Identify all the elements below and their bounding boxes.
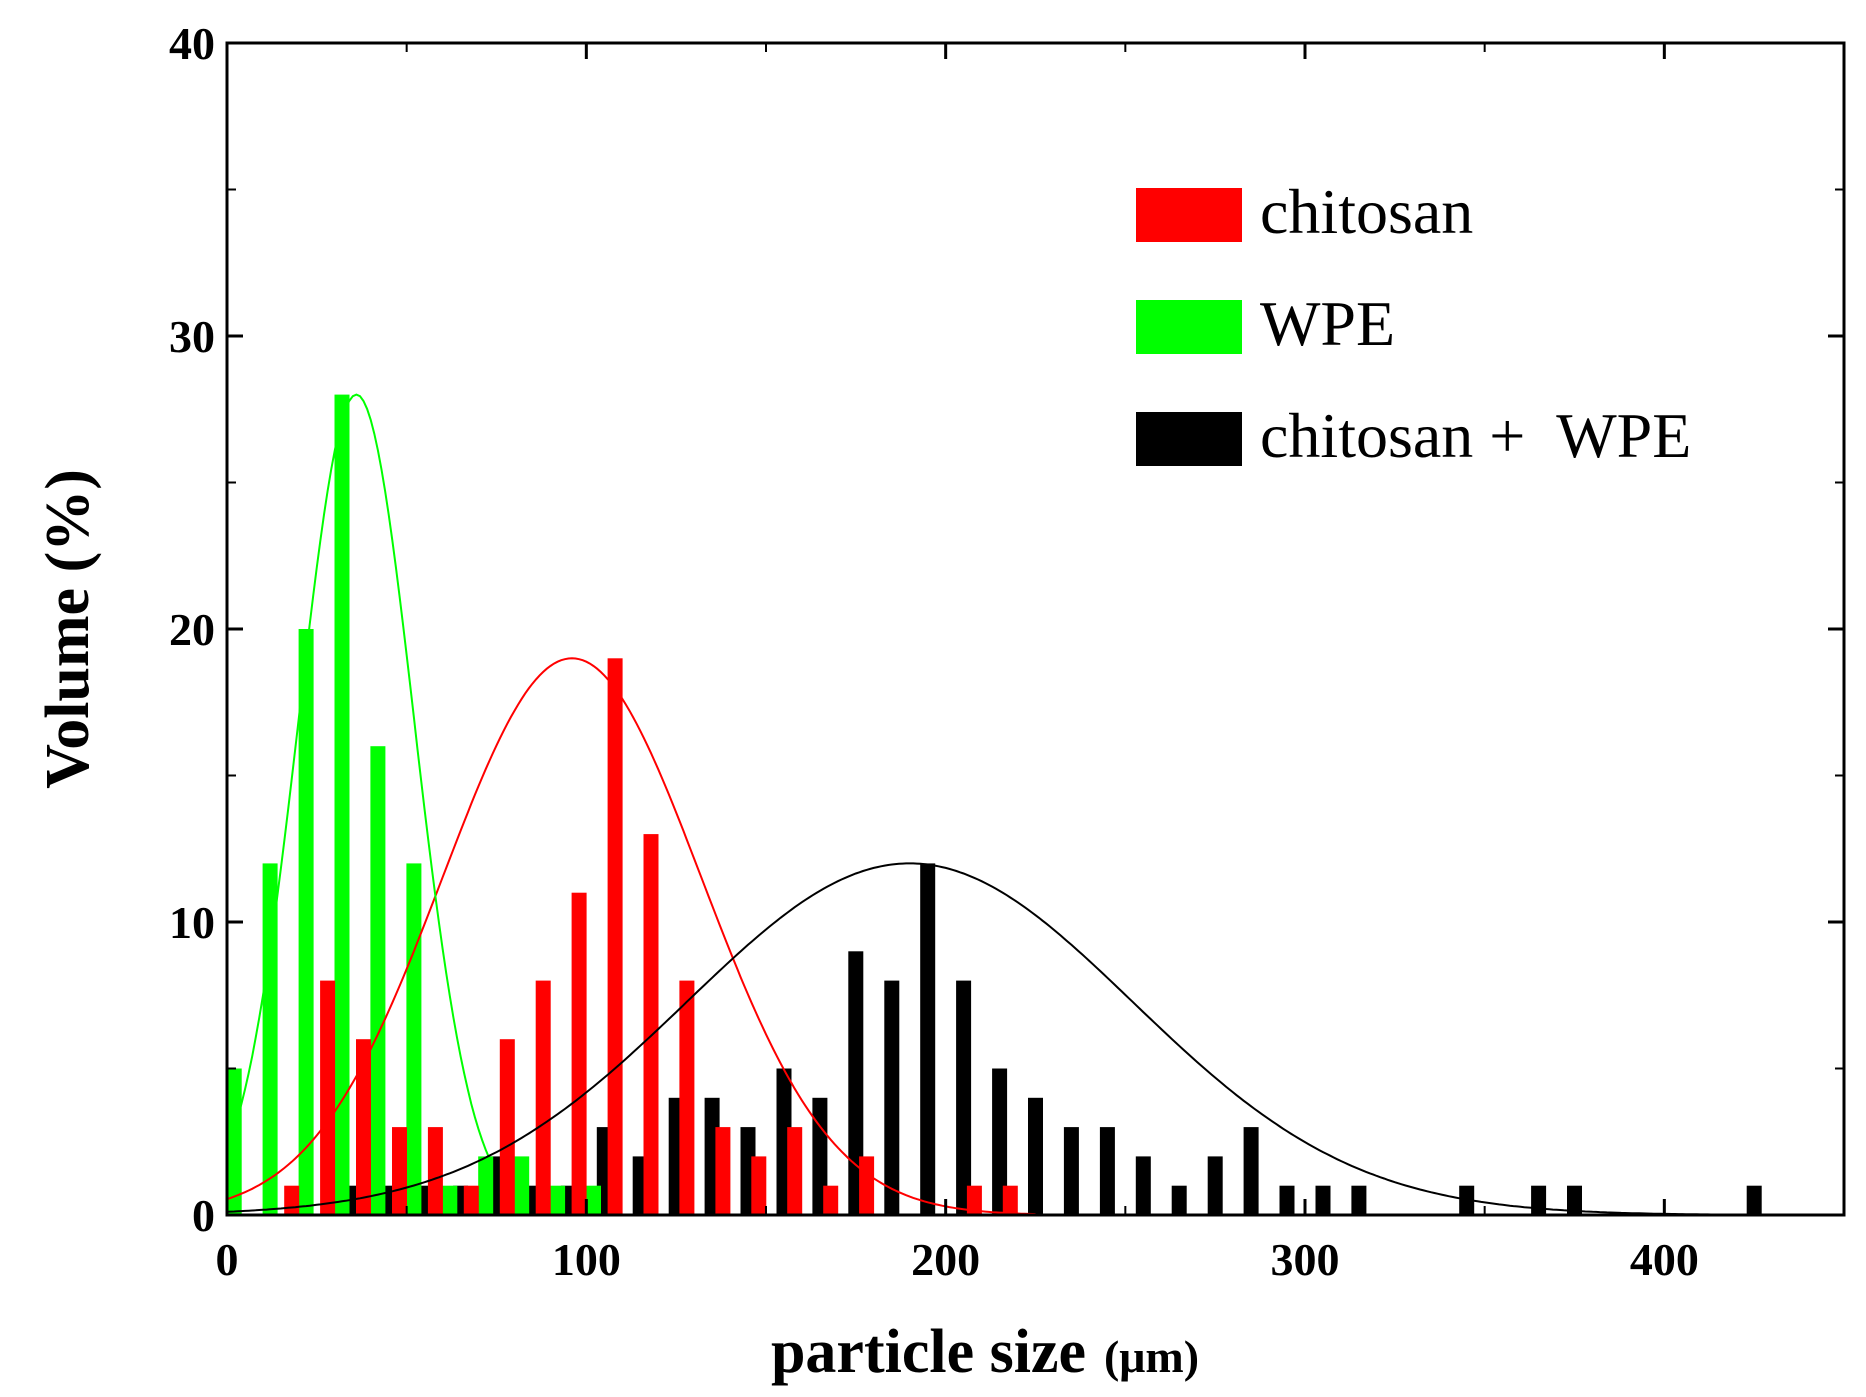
bar-series0-4: [427, 1127, 443, 1215]
bar-series2-28: [1351, 1185, 1367, 1215]
bar-series2-15: [884, 980, 900, 1215]
bar-series1-0: [227, 1068, 242, 1215]
bar-series2-16: [920, 863, 936, 1215]
bar-series0-10: [643, 834, 659, 1215]
bar-series0-14: [787, 1127, 803, 1215]
x-tick-label-100: 100: [552, 1234, 621, 1285]
bar-series1-3: [334, 394, 350, 1216]
bar-series2-22: [1135, 1156, 1151, 1215]
bar-series0-8: [571, 892, 587, 1215]
bar-series2-18: [992, 1068, 1008, 1215]
bar-series0-18: [1002, 1185, 1018, 1215]
bar-series2-26: [1279, 1185, 1295, 1215]
fit-curves-layer: [226, 393, 1737, 1216]
y-tick-label-10: 10: [169, 897, 215, 948]
y-tick-label-30: 30: [169, 311, 215, 362]
bar-series0-2: [356, 1039, 371, 1215]
legend-label-2: chitosan + WPE: [1260, 400, 1691, 471]
fit-curve-series2: [226, 862, 1737, 1216]
x-axis-unit: (μm): [1104, 1331, 1199, 1382]
bar-series0-0: [284, 1185, 300, 1215]
bar-series2-30: [1531, 1185, 1547, 1215]
y-axis-title: Volume (%): [34, 469, 102, 789]
legend-swatch-0: [1136, 188, 1242, 242]
fit-curve-series0: [226, 657, 1036, 1216]
bar-series2-17: [956, 980, 972, 1215]
bar-series1-10: [586, 1185, 601, 1215]
legend: chitosan WPE chitosan + WPE: [1136, 176, 1691, 471]
bars-layer: [227, 394, 1762, 1216]
bar-series1-1: [262, 863, 278, 1215]
bar-series1-5: [406, 863, 422, 1215]
bar-series1-8: [514, 1156, 530, 1215]
bar-series0-13: [751, 1156, 767, 1215]
legend-label-0: chitosan: [1260, 176, 1473, 247]
bar-series0-3: [392, 1127, 407, 1215]
bar-series0-9: [607, 658, 623, 1215]
bar-series1-6: [442, 1185, 458, 1215]
bar-series0-17: [966, 1185, 982, 1215]
x-axis-title: particle size (μm): [771, 1318, 1199, 1386]
x-tick-label-300: 300: [1271, 1234, 1340, 1285]
bar-series1-9: [550, 1185, 566, 1215]
fit-curve-series1: [226, 393, 491, 1159]
bar-series0-15: [823, 1185, 839, 1215]
bar-series2-32: [1746, 1185, 1762, 1215]
y-tick-label-40: 40: [169, 18, 215, 69]
bar-series2-14: [848, 951, 864, 1215]
bar-series0-16: [859, 1156, 875, 1215]
bar-series2-24: [1207, 1156, 1223, 1215]
legend-swatch-1: [1136, 300, 1242, 354]
bar-series2-27: [1315, 1185, 1331, 1215]
bar-series2-23: [1171, 1185, 1187, 1215]
bar-series1-7: [478, 1156, 494, 1215]
bar-series0-12: [715, 1127, 731, 1215]
x-tick-label-400: 400: [1630, 1234, 1699, 1285]
y-tick-label-0: 0: [192, 1190, 215, 1241]
bar-series2-25: [1243, 1127, 1259, 1215]
x-tick-label-200: 200: [911, 1234, 980, 1285]
bar-series2-31: [1567, 1185, 1582, 1215]
bar-series0-1: [320, 980, 336, 1215]
bar-series2-20: [1063, 1127, 1079, 1215]
y-tick-label-20: 20: [169, 604, 215, 655]
legend-label-1: WPE: [1260, 288, 1395, 359]
bar-series0-5: [463, 1185, 479, 1215]
bar-series0-7: [535, 980, 551, 1215]
bar-series0-11: [679, 980, 695, 1215]
legend-swatch-2: [1136, 412, 1242, 466]
x-tick-label-0: 0: [216, 1234, 239, 1285]
bar-series2-19: [1028, 1097, 1043, 1215]
bar-series1-4: [370, 746, 386, 1215]
bar-series1-2: [298, 629, 314, 1215]
bar-series0-6: [499, 1039, 515, 1215]
bar-series2-21: [1099, 1127, 1115, 1215]
x-axis-title-text: particle size: [771, 1318, 1086, 1386]
